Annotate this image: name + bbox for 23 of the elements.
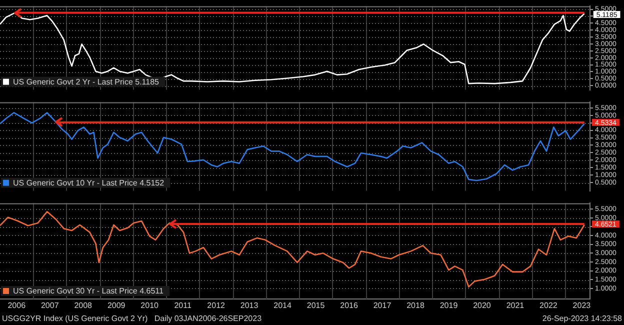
x-tick-label: 2008 — [74, 301, 93, 310]
legend-label: US Generic Govt 30 Yr - Last Price 4.6511 — [13, 286, 164, 296]
x-tick-label: 2014 — [274, 301, 292, 310]
x-tick-label: 2020 — [473, 301, 492, 310]
x-tick-label: 2017 — [373, 301, 392, 310]
x-tick-label: 2019 — [440, 301, 458, 310]
x-tick-label: 2006 — [8, 301, 26, 310]
x-tick-label: 2022 — [540, 301, 558, 310]
x-tick-label: 2010 — [140, 301, 160, 310]
x-tick-label: 2011 — [174, 301, 192, 310]
x-tick-label: 2021 — [506, 301, 525, 310]
legend-label: US Generic Govt 10 Yr - Last Price 4.5152 — [13, 178, 165, 188]
legend-label: US Generic Govt 2 Yr - Last Price 5.1185 — [13, 78, 160, 87]
x-tick-label: 2012 — [207, 301, 226, 310]
x-tick-label: 2009 — [107, 301, 126, 310]
text: 26-Sep-2023 14:23:58 — [542, 313, 622, 325]
x-tick-label: 2013 — [240, 301, 259, 310]
x-tick-label: 2018 — [406, 301, 425, 310]
x-tick-label: 2016 — [340, 301, 358, 310]
x-tick-label: 2023 — [572, 301, 592, 310]
x-tick-label: 2015 — [306, 301, 326, 310]
x-tick-label: 2007 — [40, 301, 60, 310]
text: USGG2YR Index (US Generic Govt 2 Yr) Daily 03JAN2006-26SEP2023 — [2, 313, 262, 325]
